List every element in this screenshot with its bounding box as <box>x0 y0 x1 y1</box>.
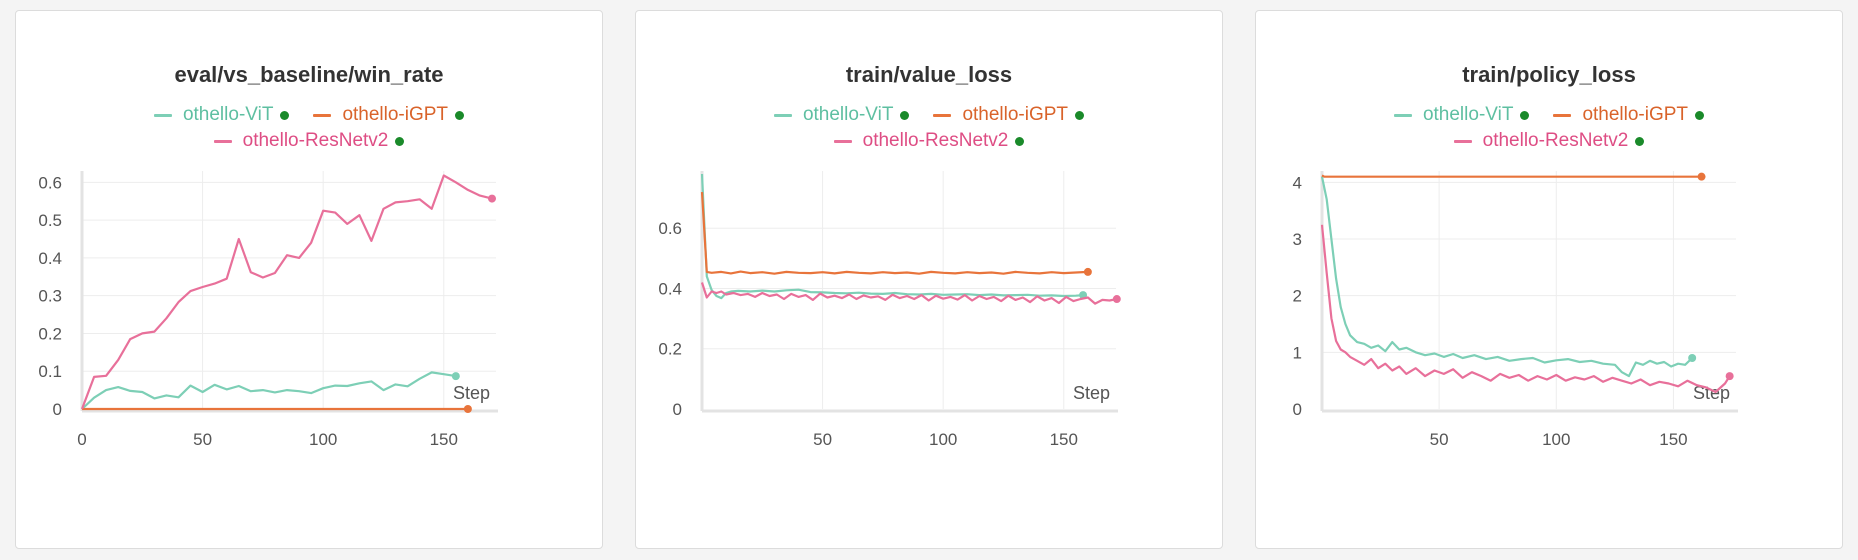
legend-item-resnet[interactable]: othello-ResNetv2 <box>213 130 405 152</box>
legend-swatch <box>933 113 952 117</box>
series-end-point-vit[interactable] <box>451 372 460 381</box>
series-line-vit[interactable] <box>1320 176 1693 378</box>
series-line-vit[interactable] <box>81 371 456 410</box>
chart-panel-win-rate[interactable]: 0 0.1 0.2 0.3 0.4 0.5 0.6 0 50 100 150 Step eval/vs… <box>15 10 603 549</box>
legend-item-vit[interactable]: othello-ViT <box>153 104 290 126</box>
x-tick-label: 100 <box>309 430 337 449</box>
x-tick-label: 150 <box>1659 430 1687 449</box>
y-tick-label: 1 <box>1293 343 1302 362</box>
legend-item-resnet[interactable]: othello-ResNetv2 <box>833 130 1025 152</box>
status-dot-icon <box>395 136 405 146</box>
series-end-point-resnet[interactable] <box>488 194 496 203</box>
y-tick-label: 0.2 <box>38 324 62 343</box>
x-tick-label: 0 <box>77 430 86 449</box>
series-line-resnet[interactable] <box>1320 224 1731 394</box>
series-line-resnet[interactable] <box>80 174 493 410</box>
series-end-point-igpt[interactable] <box>1697 172 1706 181</box>
x-axis-label: Step <box>453 383 490 403</box>
x-tick-label: 100 <box>1542 430 1570 449</box>
status-dot-icon <box>1015 136 1025 146</box>
status-dot-icon <box>1520 110 1530 120</box>
legend-swatch <box>1453 139 1472 143</box>
series-end-point-vit[interactable] <box>1688 354 1697 362</box>
legend-item-resnet[interactable]: othello-ResNetv2 <box>1453 130 1645 152</box>
status-dot-icon <box>900 110 910 120</box>
y-tick-label: 2 <box>1293 287 1302 306</box>
series-end-point-resnet[interactable] <box>1725 372 1734 381</box>
legend-swatch <box>313 113 332 117</box>
series-end-point-igpt[interactable] <box>463 405 472 413</box>
legend-label: othello-ViT <box>802 104 894 125</box>
win-rate-chart: 0 0.1 0.2 0.3 0.4 0.5 0.6 0 50 100 150 Step <box>38 171 498 449</box>
legend-label: othello-iGPT <box>1582 104 1689 125</box>
status-dot-icon <box>455 110 465 120</box>
series-line-vit[interactable] <box>700 173 1084 300</box>
legend-item-vit[interactable]: othello-ViT <box>773 104 910 126</box>
x-tick-label: 50 <box>1430 430 1449 449</box>
y-tick-label: 0.4 <box>38 249 62 268</box>
series-line-resnet[interactable] <box>700 282 1118 305</box>
y-tick-label: 0.1 <box>38 362 62 381</box>
chart-title: eval/vs_baseline/win_rate <box>174 62 444 87</box>
legend-item-igpt[interactable]: othello-iGPT <box>933 104 1085 126</box>
legend: othello-ViT othello-iGPT <box>636 104 1222 126</box>
status-dot-icon <box>1075 110 1085 120</box>
legend-row-2: othello-ResNetv2 <box>1256 130 1842 152</box>
y-tick-label: 0 <box>1293 400 1302 419</box>
x-tick-label: 100 <box>929 430 957 449</box>
legend-label: othello-ResNetv2 <box>242 130 389 151</box>
y-tick-label: 4 <box>1293 173 1302 192</box>
legend: othello-ViT othello-iGPT <box>1256 104 1842 126</box>
series-end-point-resnet[interactable] <box>1112 295 1121 304</box>
legend-swatch <box>1553 113 1572 117</box>
series-line-igpt[interactable] <box>700 192 1088 275</box>
legend-label: othello-ViT <box>182 104 274 125</box>
y-tick-label: 0.5 <box>38 211 62 230</box>
legend-label: othello-ResNetv2 <box>1482 130 1629 151</box>
status-dot-icon <box>280 110 290 120</box>
chart-panel-policy-loss[interactable]: 0 1 2 3 4 50 100 150 Step train/policy_loss othe… <box>1255 10 1843 549</box>
x-tick-label: 150 <box>430 430 458 449</box>
legend-row-2: othello-ResNetv2 <box>16 130 602 152</box>
y-tick-label: 0 <box>673 400 682 419</box>
legend-swatch <box>833 139 852 143</box>
x-tick-label: 150 <box>1050 430 1078 449</box>
series-end-point-igpt[interactable] <box>1083 267 1092 276</box>
chart-title: train/value_loss <box>845 62 1013 87</box>
legend-swatch <box>213 139 232 143</box>
y-tick-label: 3 <box>1293 230 1302 249</box>
y-tick-label: 0.2 <box>658 340 682 359</box>
status-dot-icon <box>1635 136 1645 146</box>
chart-title: train/policy_loss <box>1462 62 1636 87</box>
legend-row-2: othello-ResNetv2 <box>636 130 1222 152</box>
legend: othello-ViT othello-iGPT <box>16 104 602 126</box>
legend-item-vit[interactable]: othello-ViT <box>1393 104 1530 126</box>
chart-panel-value-loss[interactable]: 0 0.2 0.4 0.6 50 100 150 Step train/value_loss … <box>635 10 1223 549</box>
x-tick-label: 50 <box>813 430 832 449</box>
legend-label: othello-iGPT <box>342 104 449 125</box>
y-tick-label: 0 <box>53 400 62 419</box>
x-tick-label: 50 <box>193 430 212 449</box>
series-line-igpt[interactable] <box>1321 174 1702 178</box>
status-dot-icon <box>1695 110 1705 120</box>
legend-swatch <box>153 113 172 117</box>
y-tick-label: 0.4 <box>658 279 682 298</box>
y-tick-label: 0.6 <box>658 219 682 238</box>
legend-swatch <box>1393 113 1412 117</box>
legend-label: othello-iGPT <box>962 104 1069 125</box>
y-tick-label: 0.6 <box>38 173 62 192</box>
legend-label: othello-ViT <box>1422 104 1514 125</box>
value-loss-chart: 0 0.2 0.4 0.6 50 100 150 Step <box>658 171 1121 449</box>
legend-label: othello-ResNetv2 <box>862 130 1009 151</box>
y-tick-label: 0.3 <box>38 287 62 306</box>
legend-item-igpt[interactable]: othello-iGPT <box>313 104 465 126</box>
legend-swatch <box>773 113 792 117</box>
x-axis-label: Step <box>1073 383 1110 403</box>
legend-item-igpt[interactable]: othello-iGPT <box>1553 104 1705 126</box>
